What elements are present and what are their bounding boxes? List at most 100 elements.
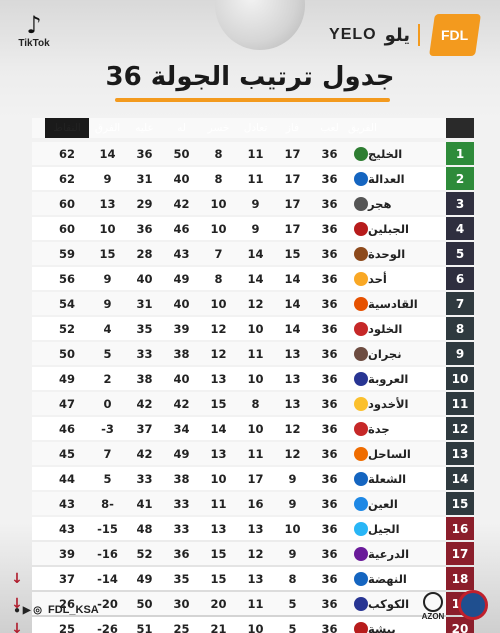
goals-for-cell: 33 bbox=[173, 521, 190, 536]
points-cell: 50 bbox=[58, 346, 75, 361]
goals-against-cell: 33 bbox=[136, 471, 153, 486]
lost-cell: 14 bbox=[210, 421, 227, 436]
draw-cell: 11 bbox=[247, 596, 264, 611]
won-cell: 17 bbox=[284, 146, 301, 161]
club-crest-icon bbox=[354, 146, 368, 161]
goal-diff-cell: 2 bbox=[103, 371, 112, 386]
goals-against-cell: 48 bbox=[136, 521, 153, 536]
team-cell: أحد bbox=[348, 271, 446, 286]
goals-against-cell: 51 bbox=[136, 621, 153, 633]
team-cell: الكوكب bbox=[348, 596, 446, 611]
goals-against-cell: 31 bbox=[136, 171, 153, 186]
goals-against-cell: 42 bbox=[136, 446, 153, 461]
goal-diff-cell: -20 bbox=[97, 596, 118, 611]
played-cell: 36 bbox=[321, 271, 338, 286]
draw-cell: 10 bbox=[247, 621, 264, 633]
draw-cell: 14 bbox=[247, 271, 264, 286]
row-cells: أحد 36 14 14 8 49 40 9 56 bbox=[32, 267, 446, 290]
club-crest-icon bbox=[354, 421, 368, 436]
draw-cell: 9 bbox=[251, 221, 260, 236]
team-name: الساحل bbox=[368, 446, 411, 461]
goals-against-cell: 50 bbox=[136, 596, 153, 611]
position-badge: 15 bbox=[446, 492, 474, 515]
sponsor-logo: AZON bbox=[418, 592, 448, 621]
points-cell: 62 bbox=[58, 171, 75, 186]
team-cell: هجر bbox=[348, 196, 446, 211]
draw-header: تعادل bbox=[243, 122, 268, 134]
lost-cell: 15 bbox=[210, 571, 227, 586]
position-badge: 8 bbox=[446, 317, 474, 340]
league-logo bbox=[458, 590, 488, 620]
table-row: 10 العروبة 36 13 10 13 40 38 2 49 bbox=[32, 367, 474, 390]
row-cells: الشعلة 36 9 17 10 38 33 5 44 bbox=[32, 467, 446, 490]
points-cell: 62 bbox=[58, 146, 75, 161]
points-cell: 25 bbox=[58, 621, 75, 633]
table-row: 1 الخليج 36 17 11 8 50 36 14 62 bbox=[32, 142, 474, 165]
won-cell: 13 bbox=[284, 396, 301, 411]
played-header: لعب bbox=[320, 122, 339, 134]
club-crest-icon bbox=[354, 571, 368, 586]
table-header-row: الفريق لعب فاز تعادل خسر له عليه الفرق ا… bbox=[32, 118, 474, 138]
team-name: أحد bbox=[368, 271, 387, 286]
standings-table: الفريق لعب فاز تعادل خسر له عليه الفرق ا… bbox=[11, 118, 474, 633]
played-cell: 36 bbox=[321, 171, 338, 186]
club-crest-icon bbox=[354, 221, 368, 236]
team-name: جدة bbox=[368, 421, 390, 436]
team-name: الأخدود bbox=[368, 396, 409, 411]
played-cell: 36 bbox=[321, 246, 338, 261]
won-cell: 12 bbox=[284, 421, 301, 436]
goal-diff-cell: 0 bbox=[103, 396, 112, 411]
row-cells: بيشة 36 5 10 21 25 51 -26 25 bbox=[32, 617, 446, 633]
goals-against-cell: 33 bbox=[136, 346, 153, 361]
team-cell: النهضة bbox=[348, 571, 446, 586]
row-cells: الأخدود 36 13 8 15 42 42 0 47 bbox=[32, 392, 446, 415]
goals-against-cell: 40 bbox=[136, 271, 153, 286]
table-row: 13 الساحل 36 12 11 13 49 42 7 45 bbox=[32, 442, 474, 465]
draw-cell: 12 bbox=[247, 296, 264, 311]
played-cell: 36 bbox=[321, 446, 338, 461]
row-cells: العروبة 36 13 10 13 40 38 2 49 bbox=[32, 367, 446, 390]
team-name: العين bbox=[368, 496, 398, 511]
row-cells: النهضة 36 8 13 15 35 49 -14 37 bbox=[32, 567, 446, 590]
lost-cell: 15 bbox=[210, 396, 227, 411]
table-row: 3 هجر 36 17 9 10 42 29 13 60 bbox=[32, 192, 474, 215]
goals-against-cell: 36 bbox=[136, 221, 153, 236]
position-badge: 11 bbox=[446, 392, 474, 415]
draw-cell: 11 bbox=[247, 346, 264, 361]
won-cell: 12 bbox=[284, 446, 301, 461]
lost-cell: 8 bbox=[214, 146, 223, 161]
team-name: هجر bbox=[368, 196, 392, 211]
goal-diff-cell: 5 bbox=[103, 346, 112, 361]
points-cell: 59 bbox=[58, 246, 75, 261]
goals-against-cell: 37 bbox=[136, 421, 153, 436]
points-cell: 47 bbox=[58, 396, 75, 411]
position-badge: 4 bbox=[446, 217, 474, 240]
draw-cell: 17 bbox=[247, 471, 264, 486]
row-cells: الخليج 36 17 11 8 50 36 14 62 bbox=[32, 142, 446, 165]
logo-divider bbox=[418, 24, 420, 46]
points-header: النقاط bbox=[45, 118, 89, 138]
fdl-label: FDL bbox=[441, 27, 469, 43]
goals-against-cell: 36 bbox=[136, 146, 153, 161]
goal-diff-cell: -14 bbox=[97, 571, 118, 586]
won-cell: 15 bbox=[284, 246, 301, 261]
won-header: فاز bbox=[285, 122, 300, 134]
team-cell: الشعلة bbox=[348, 471, 446, 486]
lost-cell: 21 bbox=[210, 621, 227, 633]
table-row: 8 الخلود 36 14 10 12 39 35 4 52 bbox=[32, 317, 474, 340]
position-badge: 16 bbox=[446, 517, 474, 540]
team-cell: الوحدة bbox=[348, 246, 446, 261]
goals-for-cell: 25 bbox=[173, 621, 190, 633]
fdl-logo: FDL bbox=[429, 14, 481, 56]
goal-diff-cell: -26 bbox=[97, 621, 118, 633]
goals-for-cell: 38 bbox=[173, 346, 190, 361]
goals-for-cell: 42 bbox=[173, 196, 190, 211]
team-name: الوحدة bbox=[368, 246, 406, 261]
position-badge: 7 bbox=[446, 292, 474, 315]
relegation-arrow-icon: ↓ bbox=[11, 620, 23, 633]
points-cell: 43 bbox=[58, 521, 75, 536]
played-cell: 36 bbox=[321, 396, 338, 411]
goal-diff-cell: 7 bbox=[103, 446, 112, 461]
club-crest-icon bbox=[354, 546, 368, 561]
lost-cell: 10 bbox=[210, 196, 227, 211]
